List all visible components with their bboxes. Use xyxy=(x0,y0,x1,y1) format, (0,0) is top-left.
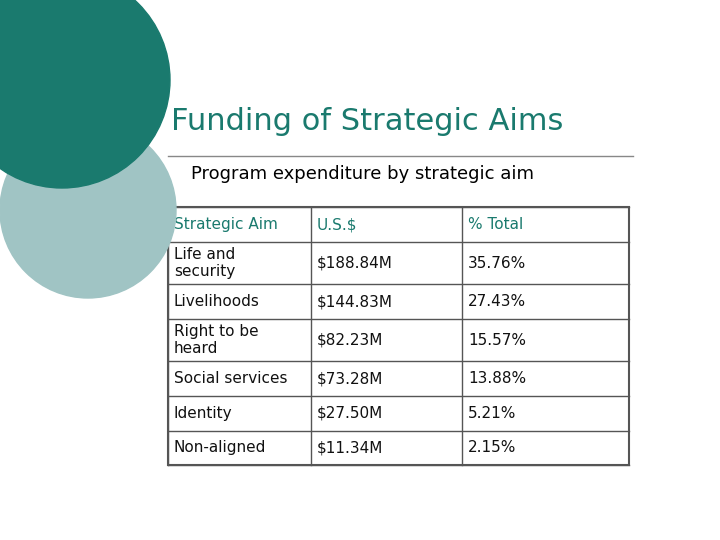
Text: $11.34M: $11.34M xyxy=(317,441,384,455)
Circle shape xyxy=(0,0,170,188)
Text: 35.76%: 35.76% xyxy=(468,255,526,271)
Text: % Total: % Total xyxy=(468,217,523,232)
Text: 5.21%: 5.21% xyxy=(468,406,516,421)
Text: Life and
security: Life and security xyxy=(174,247,235,279)
Text: 13.88%: 13.88% xyxy=(468,371,526,386)
Text: $188.84M: $188.84M xyxy=(317,255,393,271)
Text: Social services: Social services xyxy=(174,371,287,386)
Text: $27.50M: $27.50M xyxy=(317,406,383,421)
Text: Identity: Identity xyxy=(174,406,233,421)
Text: $82.23M: $82.23M xyxy=(317,333,384,348)
Text: Funding of Strategic Aims: Funding of Strategic Aims xyxy=(171,107,564,136)
Text: $144.83M: $144.83M xyxy=(317,294,393,309)
Text: Livelihoods: Livelihoods xyxy=(174,294,260,309)
Text: 2.15%: 2.15% xyxy=(468,441,516,455)
Text: 27.43%: 27.43% xyxy=(468,294,526,309)
Text: Non-aligned: Non-aligned xyxy=(174,441,266,455)
Circle shape xyxy=(0,122,176,298)
Text: Strategic Aim: Strategic Aim xyxy=(174,217,278,232)
Text: $73.28M: $73.28M xyxy=(317,371,384,386)
Bar xyxy=(168,207,629,465)
Text: Program expenditure by strategic aim: Program expenditure by strategic aim xyxy=(191,165,534,183)
Text: 15.57%: 15.57% xyxy=(468,333,526,348)
Text: Right to be
heard: Right to be heard xyxy=(174,324,258,356)
Text: U.S.$: U.S.$ xyxy=(317,217,358,232)
